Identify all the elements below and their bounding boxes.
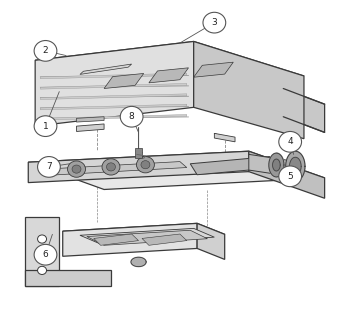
Polygon shape [249, 154, 290, 176]
Polygon shape [87, 230, 208, 245]
Circle shape [102, 159, 120, 175]
Circle shape [72, 165, 81, 173]
Polygon shape [269, 153, 284, 177]
Polygon shape [28, 151, 249, 183]
Polygon shape [76, 117, 104, 122]
Polygon shape [190, 157, 276, 175]
Polygon shape [63, 223, 225, 242]
Text: 1: 1 [43, 122, 48, 131]
Polygon shape [63, 223, 197, 256]
Polygon shape [104, 73, 144, 89]
Text: 6: 6 [43, 250, 48, 259]
Polygon shape [283, 89, 325, 132]
Polygon shape [40, 73, 187, 79]
Circle shape [38, 157, 60, 177]
Polygon shape [194, 42, 304, 139]
Circle shape [279, 166, 302, 187]
Circle shape [120, 106, 143, 127]
Text: 5: 5 [287, 172, 293, 181]
Circle shape [279, 131, 302, 152]
Polygon shape [35, 42, 304, 95]
Polygon shape [76, 124, 104, 131]
Polygon shape [249, 151, 325, 198]
Polygon shape [25, 217, 59, 286]
Circle shape [141, 161, 150, 169]
Circle shape [203, 12, 226, 33]
Polygon shape [28, 151, 325, 190]
Circle shape [67, 161, 85, 177]
Polygon shape [40, 83, 187, 89]
Polygon shape [25, 270, 111, 286]
Polygon shape [197, 223, 225, 260]
Polygon shape [131, 257, 146, 266]
Polygon shape [35, 42, 194, 126]
Circle shape [136, 157, 154, 173]
Circle shape [38, 235, 46, 243]
Polygon shape [80, 64, 131, 74]
Circle shape [34, 244, 57, 265]
Polygon shape [286, 151, 305, 181]
Polygon shape [149, 68, 189, 83]
Circle shape [34, 41, 57, 61]
Polygon shape [135, 148, 142, 158]
Text: 8: 8 [129, 112, 135, 121]
Polygon shape [45, 162, 187, 175]
Polygon shape [273, 159, 280, 171]
Circle shape [107, 163, 116, 171]
Polygon shape [276, 153, 284, 177]
Polygon shape [40, 94, 187, 100]
Circle shape [38, 266, 46, 274]
Polygon shape [40, 115, 187, 120]
Circle shape [34, 116, 57, 136]
Text: 2: 2 [43, 46, 48, 55]
Polygon shape [40, 104, 187, 110]
Text: 7: 7 [46, 163, 52, 171]
Text: 3: 3 [211, 18, 217, 27]
Polygon shape [215, 133, 235, 142]
Text: 4: 4 [288, 137, 293, 146]
Polygon shape [80, 228, 215, 244]
Polygon shape [142, 234, 187, 245]
Polygon shape [290, 157, 301, 175]
Polygon shape [194, 62, 233, 77]
Polygon shape [94, 234, 138, 245]
